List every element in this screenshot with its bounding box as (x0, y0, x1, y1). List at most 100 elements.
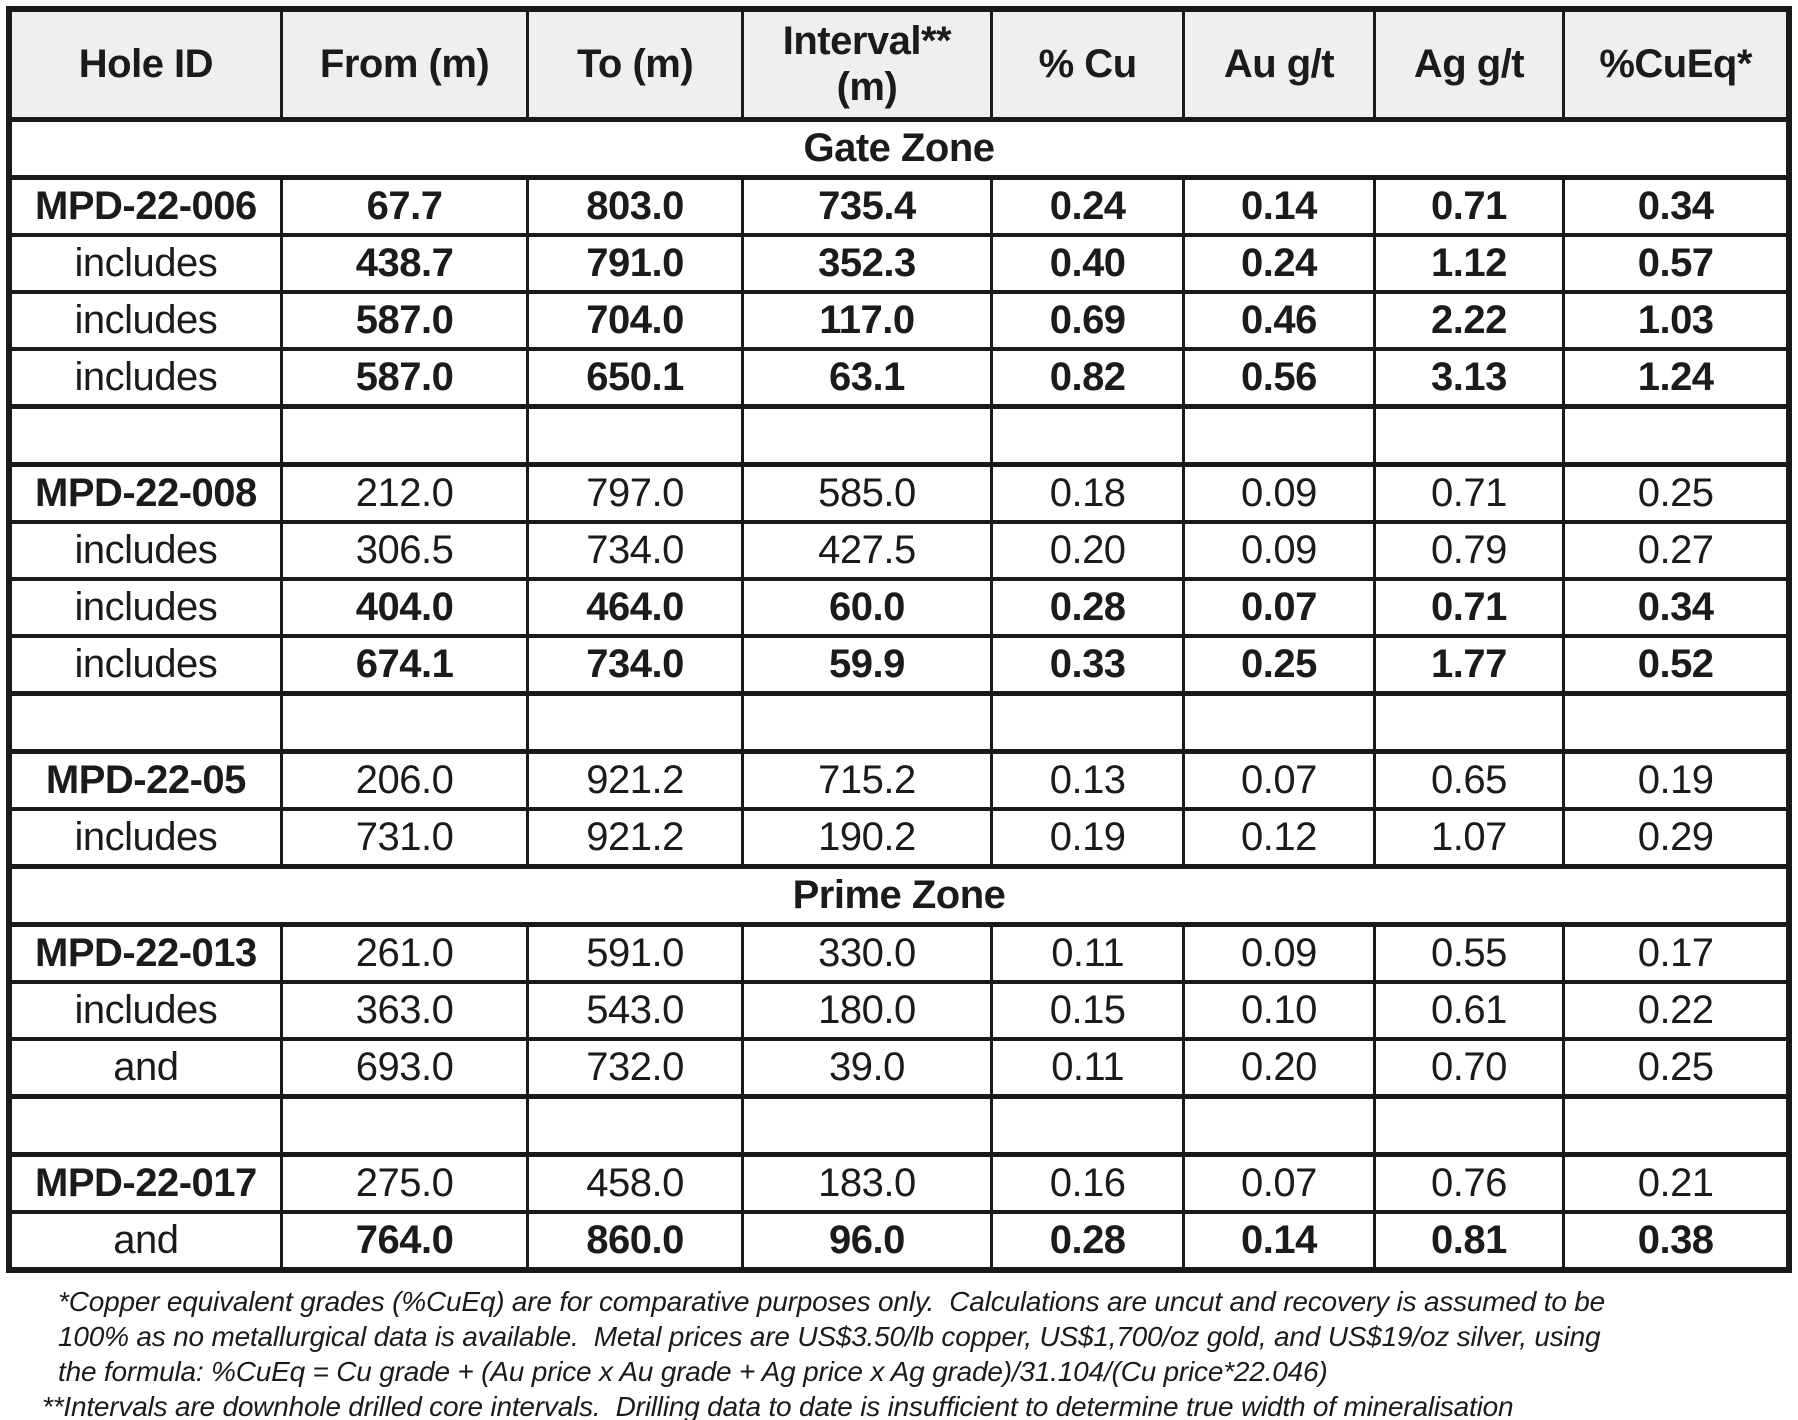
value-cell-percent-cueq: 0.52 (1562, 633, 1791, 695)
value-cell-from-m: 404.0 (279, 576, 530, 638)
value-cell-au-gt: 0.14 (1182, 175, 1376, 237)
value-cell-interval-m: 117.0 (740, 289, 994, 351)
value-cell-ag-gt: 1.77 (1372, 633, 1566, 695)
hole-id-cell: MPD-22-05 (7, 749, 283, 811)
value-cell-from-m: 212.0 (279, 462, 530, 524)
qualifier-cell: includes (7, 232, 283, 294)
value-cell-au-gt: 0.07 (1182, 749, 1376, 811)
value-cell-percent-cueq: 0.21 (1562, 1152, 1791, 1214)
empty-cell (990, 1093, 1186, 1157)
value-cell-ag-gt: 0.81 (1372, 1209, 1566, 1272)
value-cell-percent-cu: 0.33 (990, 633, 1186, 695)
header-row: Hole ID From (m) To (m) Interval** (m)% Cu A… (7, 7, 1791, 122)
table-row: MPD-22-006 67.7 803.0 735.4 0.24 0.14 0.71 0.34 (7, 175, 1791, 237)
table-row: includes 674.1 734.0 59.9 0.33 0.25 1.77 0.52 (7, 633, 1791, 695)
value-cell-ag-gt: 3.13 (1372, 346, 1566, 408)
value-cell-from-m: 275.0 (279, 1152, 530, 1214)
value-cell-au-gt: 0.07 (1182, 1152, 1376, 1214)
footnote-line: **Intervals are downhole drilled core in… (42, 1391, 1514, 1420)
header-cell-hole-id: Hole ID (7, 7, 283, 122)
value-cell-to-m: 797.0 (526, 462, 744, 524)
value-cell-percent-cu: 0.15 (990, 979, 1186, 1041)
value-cell-percent-cueq: 1.03 (1562, 289, 1791, 351)
drill-results-table: Hole ID From (m) To (m) Interval** (m)% Cu A… (6, 6, 1792, 1273)
zone-label: Prime Zone (7, 863, 1791, 927)
value-cell-percent-cu: 0.13 (990, 749, 1186, 811)
header-cell-from-m: From (m) (279, 7, 530, 122)
value-cell-percent-cueq: 0.19 (1562, 749, 1791, 811)
value-cell-interval-m: 60.0 (740, 576, 994, 638)
header-cell-percent-cu: % Cu (990, 7, 1186, 122)
value-cell-to-m: 791.0 (526, 232, 744, 294)
value-cell-au-gt: 0.09 (1182, 462, 1376, 524)
header-cell-ag-gt: Ag g/t (1372, 7, 1566, 122)
value-cell-ag-gt: 0.71 (1372, 175, 1566, 237)
table-row: MPD-22-05 206.0 921.2 715.2 0.13 0.07 0.65 0.19 (7, 749, 1791, 811)
header-cell-au-gt: Au g/t (1182, 7, 1376, 122)
value-cell-from-m: 261.0 (279, 922, 530, 984)
value-cell-percent-cu: 0.28 (990, 1209, 1186, 1272)
hole-id-cell: MPD-22-017 (7, 1152, 283, 1214)
value-cell-ag-gt: 0.71 (1372, 576, 1566, 638)
value-cell-percent-cu: 0.11 (990, 922, 1186, 984)
value-cell-from-m: 206.0 (279, 749, 530, 811)
value-cell-interval-m: 585.0 (740, 462, 994, 524)
value-cell-percent-cu: 0.16 (990, 1152, 1186, 1214)
empty-cell (740, 1093, 994, 1157)
zone-label: Gate Zone (7, 116, 1791, 180)
value-cell-interval-m: 190.2 (740, 806, 994, 868)
empty-cell (279, 403, 530, 467)
value-cell-to-m: 860.0 (526, 1209, 744, 1272)
value-cell-to-m: 464.0 (526, 576, 744, 638)
value-cell-au-gt: 0.24 (1182, 232, 1376, 294)
value-cell-percent-cueq: 0.34 (1562, 175, 1791, 237)
empty-cell (990, 690, 1186, 754)
header-cell-percent-cueq: %CuEq* (1562, 7, 1791, 122)
value-cell-au-gt: 0.14 (1182, 1209, 1376, 1272)
value-cell-percent-cueq: 0.29 (1562, 806, 1791, 868)
footnote-line: 100% as no metallurgical data is availab… (58, 1321, 1601, 1352)
zone-row: Gate Zone (7, 116, 1791, 180)
qualifier-cell: includes (7, 346, 283, 408)
table-row: MPD-22-008 212.0 797.0 585.0 0.18 0.09 0.71 0.2… (7, 462, 1791, 524)
value-cell-percent-cueq: 1.24 (1562, 346, 1791, 408)
spacer-row (7, 690, 1791, 754)
qualifier-cell: includes (7, 519, 283, 581)
value-cell-percent-cueq: 0.22 (1562, 979, 1791, 1041)
value-cell-from-m: 306.5 (279, 519, 530, 581)
empty-cell (526, 403, 744, 467)
value-cell-ag-gt: 0.76 (1372, 1152, 1566, 1214)
value-cell-ag-gt: 0.79 (1372, 519, 1566, 581)
value-cell-from-m: 438.7 (279, 232, 530, 294)
value-cell-interval-m: 59.9 (740, 633, 994, 695)
value-cell-au-gt: 0.10 (1182, 979, 1376, 1041)
qualifier-cell: includes (7, 806, 283, 868)
table-row: includes 438.7 791.0 352.3 0.40 0.24 1.12 0.57 (7, 232, 1791, 294)
value-cell-to-m: 921.2 (526, 806, 744, 868)
value-cell-percent-cu: 0.24 (990, 175, 1186, 237)
header-cell-interval-m: Interval** (m) (740, 7, 994, 122)
footnotes: *Copper equivalent grades (%CuEq) are fo… (42, 1284, 1798, 1420)
value-cell-to-m: 803.0 (526, 175, 744, 237)
value-cell-interval-m: 330.0 (740, 922, 994, 984)
value-cell-au-gt: 0.20 (1182, 1036, 1376, 1098)
value-cell-percent-cu: 0.19 (990, 806, 1186, 868)
value-cell-to-m: 650.1 (526, 346, 744, 408)
empty-cell (526, 1093, 744, 1157)
table-row: and 693.0 732.0 39.0 0.11 0.20 0.70 0.25 (7, 1036, 1791, 1098)
value-cell-percent-cu: 0.82 (990, 346, 1186, 408)
value-cell-ag-gt: 0.61 (1372, 979, 1566, 1041)
empty-cell (740, 403, 994, 467)
table-row: includes 731.0 921.2 190.2 0.19 0.12 1.07 0.29 (7, 806, 1791, 868)
value-cell-to-m: 732.0 (526, 1036, 744, 1098)
empty-cell (1562, 403, 1791, 467)
empty-cell (1372, 403, 1566, 467)
value-cell-percent-cu: 0.40 (990, 232, 1186, 294)
value-cell-ag-gt: 2.22 (1372, 289, 1566, 351)
value-cell-from-m: 731.0 (279, 806, 530, 868)
value-cell-percent-cueq: 0.27 (1562, 519, 1791, 581)
value-cell-from-m: 363.0 (279, 979, 530, 1041)
value-cell-percent-cu: 0.11 (990, 1036, 1186, 1098)
empty-cell (526, 690, 744, 754)
